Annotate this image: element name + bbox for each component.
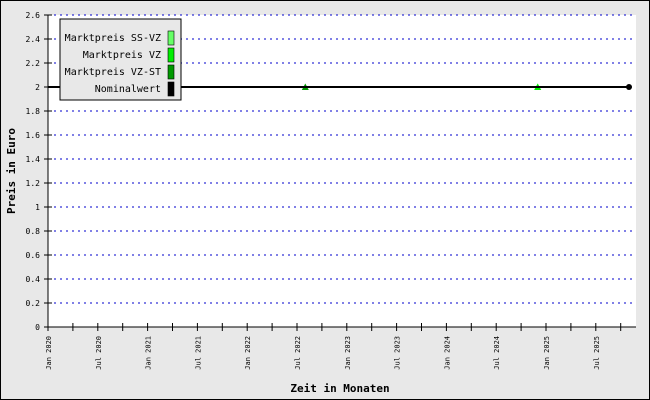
y-tick-label: 1.6 [26,131,41,140]
y-tick-label: 0 [35,323,40,332]
y-tick-label: 1 [35,203,40,212]
legend-swatch [167,30,175,46]
x-axis-label: Zeit in Monaten [290,382,389,395]
y-tick-label: 2 [35,83,40,92]
legend-swatch [167,64,175,80]
x-tick-label: Jan 2024 [443,336,451,370]
y-tick-label: 0.4 [26,275,41,284]
y-tick-label: 0.2 [26,299,41,308]
legend-swatch [167,47,175,63]
legend: Marktpreis SS-VZ Marktpreis VZ Marktpreis … [59,18,182,101]
data-point-marker [626,84,632,90]
y-tick-label: 1.4 [26,155,41,164]
legend-label: Marktpreis VZ-ST [65,67,161,78]
x-tick-label: Jul 2024 [493,336,501,370]
y-tick-label: 1.8 [26,107,41,116]
legend-label: Nominalwert [95,84,161,95]
y-tick-label: 0.6 [26,251,41,260]
x-tick-label: Jan 2020 [45,336,53,370]
x-tick-label: Jul 2020 [95,336,103,370]
x-tick-label: Jan 2021 [145,336,153,370]
y-tick-label: 2.6 [26,11,41,20]
y-tick-label: 1.2 [26,179,41,188]
x-tick-label: Jan 2023 [344,336,352,370]
legend-box [59,18,182,101]
x-tick-label: Jul 2022 [294,336,302,370]
x-tick-label: Jan 2022 [244,336,252,370]
y-tick-label: 0.8 [26,227,41,236]
x-tick-label: Jul 2025 [593,336,601,370]
x-tick-label: Jan 2025 [543,336,551,370]
y-tick-label: 2.4 [26,35,41,44]
x-tick-label: Jul 2023 [394,336,402,370]
legend-label: Marktpreis VZ [83,50,161,61]
y-axis-label: Preis in Euro [5,128,18,214]
y-tick-label: 2.2 [26,59,41,68]
legend-swatch [167,81,175,97]
legend-label: Marktpreis SS-VZ [65,33,161,44]
x-tick-label: Jul 2021 [194,336,202,370]
